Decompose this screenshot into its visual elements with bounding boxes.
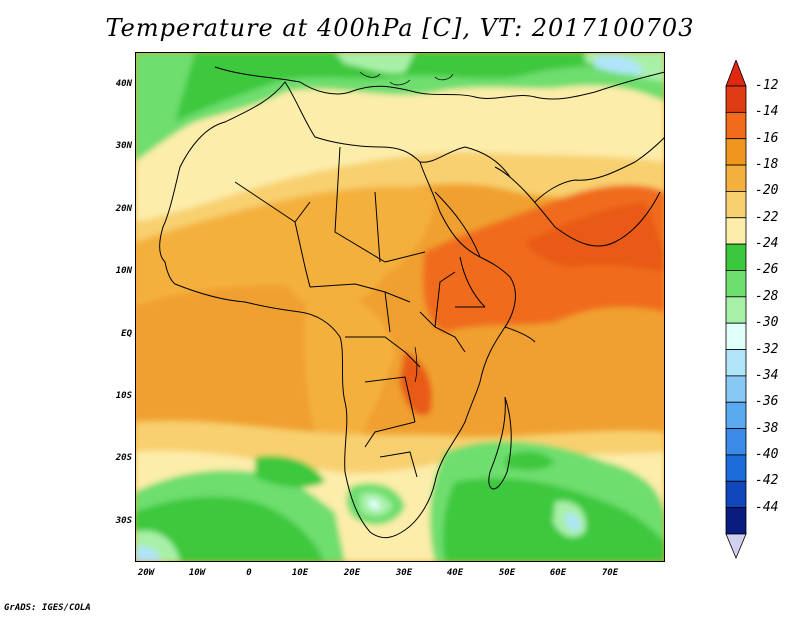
colorbar-swatch [725,243,747,271]
lat-label-30s: 30S [115,516,132,526]
lon-label-50e: 50E [498,568,516,578]
lon-label-30e: 30E [395,568,413,578]
colorbar-swatch [725,480,747,509]
colorbar-level-label: -42 [755,473,779,489]
lat-label-eq: EQ [121,329,132,339]
lon-label-20e: 20E [343,568,361,578]
colorbar-level-label: -40 [755,446,779,462]
coastlines [159,66,665,539]
colorbar-top-arrow [725,60,747,87]
colorbar [725,60,747,560]
colorbar-level-label: -38 [755,420,779,436]
lon-label-70e: 70E [601,568,619,578]
colorbar-level-label: -20 [755,183,779,199]
lon-label-10w: 10W [188,568,206,578]
lat-label-20n: 20N [115,204,132,214]
colorbar-swatch [725,270,747,298]
temperature-map [135,52,665,562]
colorbar-level-label: -28 [755,288,779,304]
lon-label-0: 0 [246,568,252,578]
colorbar-level-label: -22 [755,209,779,225]
lon-label-10e: 10E [291,568,309,578]
colorbar-swatch [725,296,747,324]
colorbar-level-label: -26 [755,262,779,278]
colorbar-swatch [725,191,747,219]
colorbar-swatch [725,401,747,429]
lon-label-20w: 20W [137,568,155,578]
colorbar-swatch [725,138,747,166]
lat-label-20s: 20S [115,453,132,463]
colorbar-level-label: -16 [755,130,779,146]
colorbar-swatch [725,85,747,113]
lon-label-40e: 40E [446,568,464,578]
lat-label-10n: 10N [115,266,132,276]
colorbar-swatch [725,349,747,377]
colorbar-swatch [725,322,747,350]
colorbar-swatch [725,454,747,482]
colorbar-level-label: -36 [755,394,779,410]
colorbar-swatch [725,507,747,535]
colorbar-level-label: -30 [755,315,779,331]
colorbar-swatch [725,428,747,456]
colorbar-level-label: -14 [755,104,779,120]
colorbar-bottom-arrow [725,533,747,560]
colorbar-level-label: -24 [755,236,779,252]
colorbar-level-label: -18 [755,157,779,173]
field-darkgreen-north [175,52,665,122]
colorbar-swatch [725,217,747,245]
colorbar-swatch [725,375,747,403]
chart-title: Temperature at 400hPa [C], VT: 201710070… [105,14,695,42]
colorbar-level-label: -34 [755,367,779,383]
lat-label-10s: 10S [115,391,132,401]
grads-credit: GrADS: IGES/COLA [4,603,91,613]
colorbar-level-label: -32 [755,341,779,357]
lat-label-40n: 40N [115,79,132,89]
colorbar-level-label: -44 [755,499,779,515]
colorbar-level-label: -12 [755,78,779,93]
lat-label-30n: 30N [115,141,132,151]
colorbar-swatch [725,111,747,140]
lon-label-60e: 60E [549,568,567,578]
colorbar-swatch [725,164,747,192]
